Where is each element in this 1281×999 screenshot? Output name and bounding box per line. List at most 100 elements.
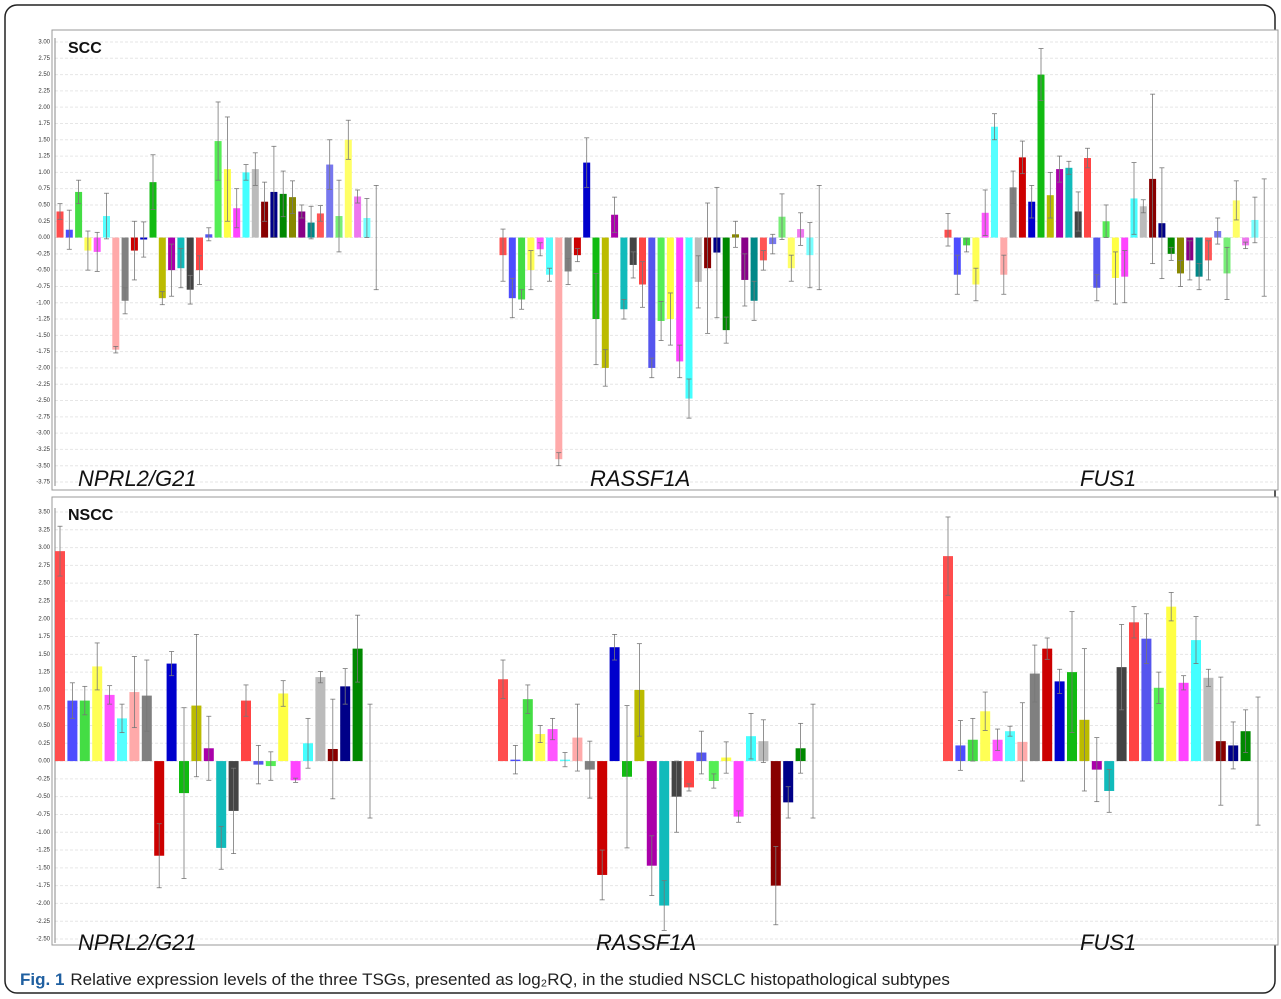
- bar: [289, 197, 296, 238]
- y-tick-label: 0.50: [38, 723, 50, 729]
- bar: [154, 761, 165, 856]
- bar: [1203, 677, 1214, 762]
- group-label: NPRL2/G21: [78, 466, 197, 491]
- bar: [75, 191, 83, 238]
- bar: [546, 237, 553, 275]
- y-tick-label: 2.75: [38, 563, 50, 569]
- bar: [55, 551, 65, 762]
- bar: [1153, 687, 1164, 762]
- bar: [1056, 169, 1064, 238]
- bar: [1195, 237, 1203, 277]
- bar: [326, 164, 334, 238]
- bar: [708, 761, 719, 782]
- group-label: RASSF1A: [596, 930, 696, 955]
- bar: [315, 677, 326, 762]
- y-tick-label: 1.50: [38, 137, 50, 143]
- y-tick-label: -3.00: [36, 431, 50, 437]
- y-tick-label: 0.75: [38, 705, 50, 711]
- bar: [629, 237, 637, 265]
- bar: [251, 169, 259, 238]
- bar: [67, 700, 78, 762]
- bar: [620, 237, 628, 310]
- bar: [1037, 74, 1045, 238]
- y-tick-label: 1.75: [38, 634, 50, 640]
- y-tick-label: 2.25: [38, 88, 50, 94]
- y-tick-label: -1.75: [36, 883, 50, 889]
- bar: [1191, 640, 1201, 762]
- y-tick-label: 3.50: [38, 510, 50, 516]
- bar: [92, 666, 103, 762]
- bar: [56, 211, 64, 238]
- panel-label: SCC: [68, 40, 102, 57]
- bar: [770, 761, 781, 886]
- y-tick-label: -2.50: [36, 398, 50, 404]
- bar: [648, 237, 656, 368]
- bar: [298, 211, 306, 238]
- y-tick-label: 1.50: [38, 652, 50, 658]
- y-tick-label: 1.00: [38, 170, 50, 176]
- bar: [1042, 648, 1053, 762]
- bar: [722, 237, 730, 331]
- y-tick-label: 2.25: [38, 599, 50, 605]
- bar: [316, 213, 324, 238]
- y-tick-label: 0.25: [38, 219, 50, 225]
- bar: [597, 761, 608, 875]
- y-tick-label: -1.75: [36, 349, 50, 355]
- bar: [564, 237, 572, 272]
- bar: [1018, 157, 1026, 238]
- bar: [535, 734, 546, 762]
- y-tick-label: -2.50: [36, 937, 50, 943]
- bar: [583, 162, 591, 238]
- bar: [1141, 638, 1152, 762]
- bar: [750, 237, 758, 301]
- bar: [241, 700, 251, 762]
- bar: [1084, 158, 1091, 238]
- bar: [601, 237, 609, 368]
- y-tick-label: -0.25: [36, 251, 50, 257]
- bar: [659, 761, 670, 906]
- y-tick-label: 2.75: [38, 56, 50, 62]
- bar: [1065, 167, 1073, 238]
- y-tick-label: -0.75: [36, 284, 50, 290]
- bar: [1054, 681, 1065, 762]
- bar: [685, 237, 693, 399]
- y-tick-label: -2.00: [36, 901, 50, 907]
- y-tick-label: 2.50: [38, 581, 50, 587]
- y-tick-label: 3.00: [38, 545, 50, 551]
- bar: [666, 237, 674, 320]
- bar: [158, 237, 166, 299]
- bar: [1166, 606, 1177, 762]
- bar: [1093, 237, 1101, 288]
- bar: [1009, 187, 1017, 238]
- y-tick-label: 0.75: [38, 186, 50, 192]
- bar: [1178, 682, 1189, 762]
- y-tick-label: -2.25: [36, 382, 50, 388]
- y-tick-label: 1.00: [38, 687, 50, 693]
- caption-label: Fig. 1: [20, 970, 64, 989]
- bar: [1242, 237, 1250, 246]
- bar: [498, 679, 508, 762]
- bar: [646, 761, 657, 866]
- y-tick-label: 2.00: [38, 616, 50, 622]
- y-tick-label: 1.75: [38, 121, 50, 127]
- y-tick-label: -0.25: [36, 776, 50, 782]
- y-tick-label: 0.00: [38, 759, 50, 765]
- y-tick-label: 2.50: [38, 72, 50, 78]
- y-tick-label: -0.50: [36, 794, 50, 800]
- bar: [573, 237, 581, 256]
- bar: [1116, 667, 1127, 762]
- group-label: RASSF1A: [590, 466, 690, 491]
- bar: [518, 237, 526, 300]
- bar: [196, 237, 203, 271]
- y-tick-label: -1.25: [36, 848, 50, 854]
- bar: [1028, 201, 1036, 238]
- bar: [733, 761, 744, 817]
- bar: [547, 729, 558, 762]
- bar: [943, 556, 953, 762]
- bar: [1129, 622, 1139, 762]
- bar: [609, 647, 620, 762]
- y-tick-label: 1.25: [38, 154, 50, 160]
- group-label: FUS1: [1080, 930, 1136, 955]
- y-tick-label: 0.50: [38, 203, 50, 209]
- y-tick-label: 1.25: [38, 670, 50, 676]
